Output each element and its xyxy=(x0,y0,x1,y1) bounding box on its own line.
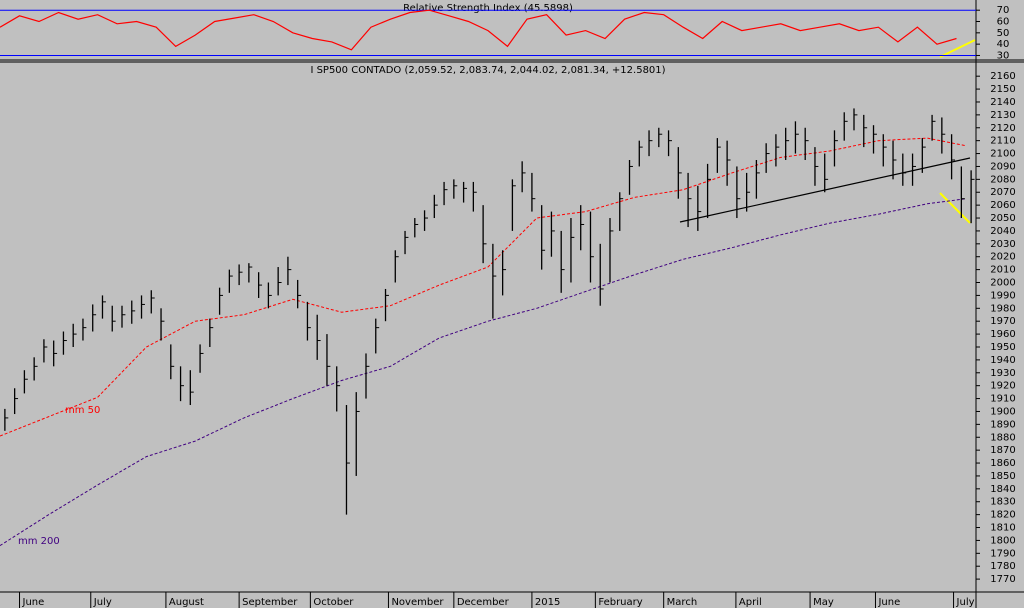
moving-average xyxy=(0,137,967,437)
ma-label: mm 200 xyxy=(18,536,60,547)
y-tick-label: 2030 xyxy=(990,239,1015,250)
y-tick-label: 1900 xyxy=(990,406,1015,417)
y-tick-label: 1920 xyxy=(990,381,1015,392)
y-tick-label: 2000 xyxy=(990,278,1015,289)
chart-title: Relative Strength Index (45.5898) xyxy=(403,3,573,14)
y-tick-label: 1980 xyxy=(990,303,1015,314)
y-tick-label: 1770 xyxy=(990,574,1015,585)
chart-title: I SP500 CONTADO (2,059.52, 2,083.74, 2,0… xyxy=(310,65,665,76)
y-tick-label: 1950 xyxy=(990,342,1015,353)
y-tick-label: 2060 xyxy=(990,200,1015,211)
y-tick-label: 2100 xyxy=(990,149,1015,160)
y-tick-label: 2010 xyxy=(990,265,1015,276)
trend-line xyxy=(939,192,971,224)
y-tick-label: 1780 xyxy=(990,561,1015,572)
y-tick-label: 1870 xyxy=(990,445,1015,456)
y-tick-label: 2090 xyxy=(990,161,1015,172)
y-tick-label: 2110 xyxy=(990,136,1015,147)
y-tick-label: 1940 xyxy=(990,355,1015,366)
x-tick-label: February xyxy=(598,597,642,608)
rsi-line xyxy=(0,9,957,51)
x-tick-label: August xyxy=(169,597,204,608)
x-tick-label: June xyxy=(877,597,900,608)
y-tick-label: 1860 xyxy=(990,458,1015,469)
y-tick-label: 1830 xyxy=(990,497,1015,508)
y-tick-label: 60 xyxy=(997,17,1010,28)
y-tick-label: 1990 xyxy=(990,290,1015,301)
y-tick-label: 2070 xyxy=(990,187,1015,198)
x-tick-label: October xyxy=(313,597,354,608)
y-tick-label: 1840 xyxy=(990,484,1015,495)
x-tick-label: April xyxy=(739,597,762,608)
y-tick-label: 1810 xyxy=(990,523,1015,534)
y-tick-label: 1960 xyxy=(990,329,1015,340)
x-tick-label: May xyxy=(813,597,834,608)
trend-line xyxy=(939,39,976,58)
y-tick-label: 2040 xyxy=(990,226,1015,237)
x-tick-label: July xyxy=(93,597,112,608)
x-tick-label: September xyxy=(242,597,298,608)
y-tick-label: 2080 xyxy=(990,174,1015,185)
y-tick-label: 40 xyxy=(997,39,1010,50)
y-tick-label: 30 xyxy=(997,50,1010,61)
x-tick-label: November xyxy=(391,597,444,608)
y-tick-label: 1910 xyxy=(990,394,1015,405)
y-tick-label: 50 xyxy=(997,28,1010,39)
y-tick-label: 70 xyxy=(997,5,1010,16)
y-tick-label: 1820 xyxy=(990,510,1015,521)
y-tick-label: 2150 xyxy=(990,84,1015,95)
y-tick-label: 2050 xyxy=(990,213,1015,224)
ma-label: mm 50 xyxy=(65,405,100,416)
y-tick-label: 1880 xyxy=(990,432,1015,443)
x-tick-label: December xyxy=(457,597,510,608)
y-tick-label: 1970 xyxy=(990,316,1015,327)
y-tick-label: 2160 xyxy=(990,71,1015,82)
y-tick-label: 2130 xyxy=(990,110,1015,121)
x-tick-label: July xyxy=(956,597,975,608)
y-tick-label: 1850 xyxy=(990,471,1015,482)
y-tick-label: 1800 xyxy=(990,535,1015,546)
y-tick-label: 1930 xyxy=(990,368,1015,379)
y-tick-label: 2140 xyxy=(990,97,1015,108)
y-tick-label: 1890 xyxy=(990,419,1015,430)
y-tick-label: 2020 xyxy=(990,252,1015,263)
y-tick-label: 1790 xyxy=(990,548,1015,559)
x-tick-label: June xyxy=(22,597,45,608)
x-tick-label: 2015 xyxy=(535,597,560,608)
y-tick-label: 2120 xyxy=(990,123,1015,134)
x-tick-label: March xyxy=(667,597,697,608)
